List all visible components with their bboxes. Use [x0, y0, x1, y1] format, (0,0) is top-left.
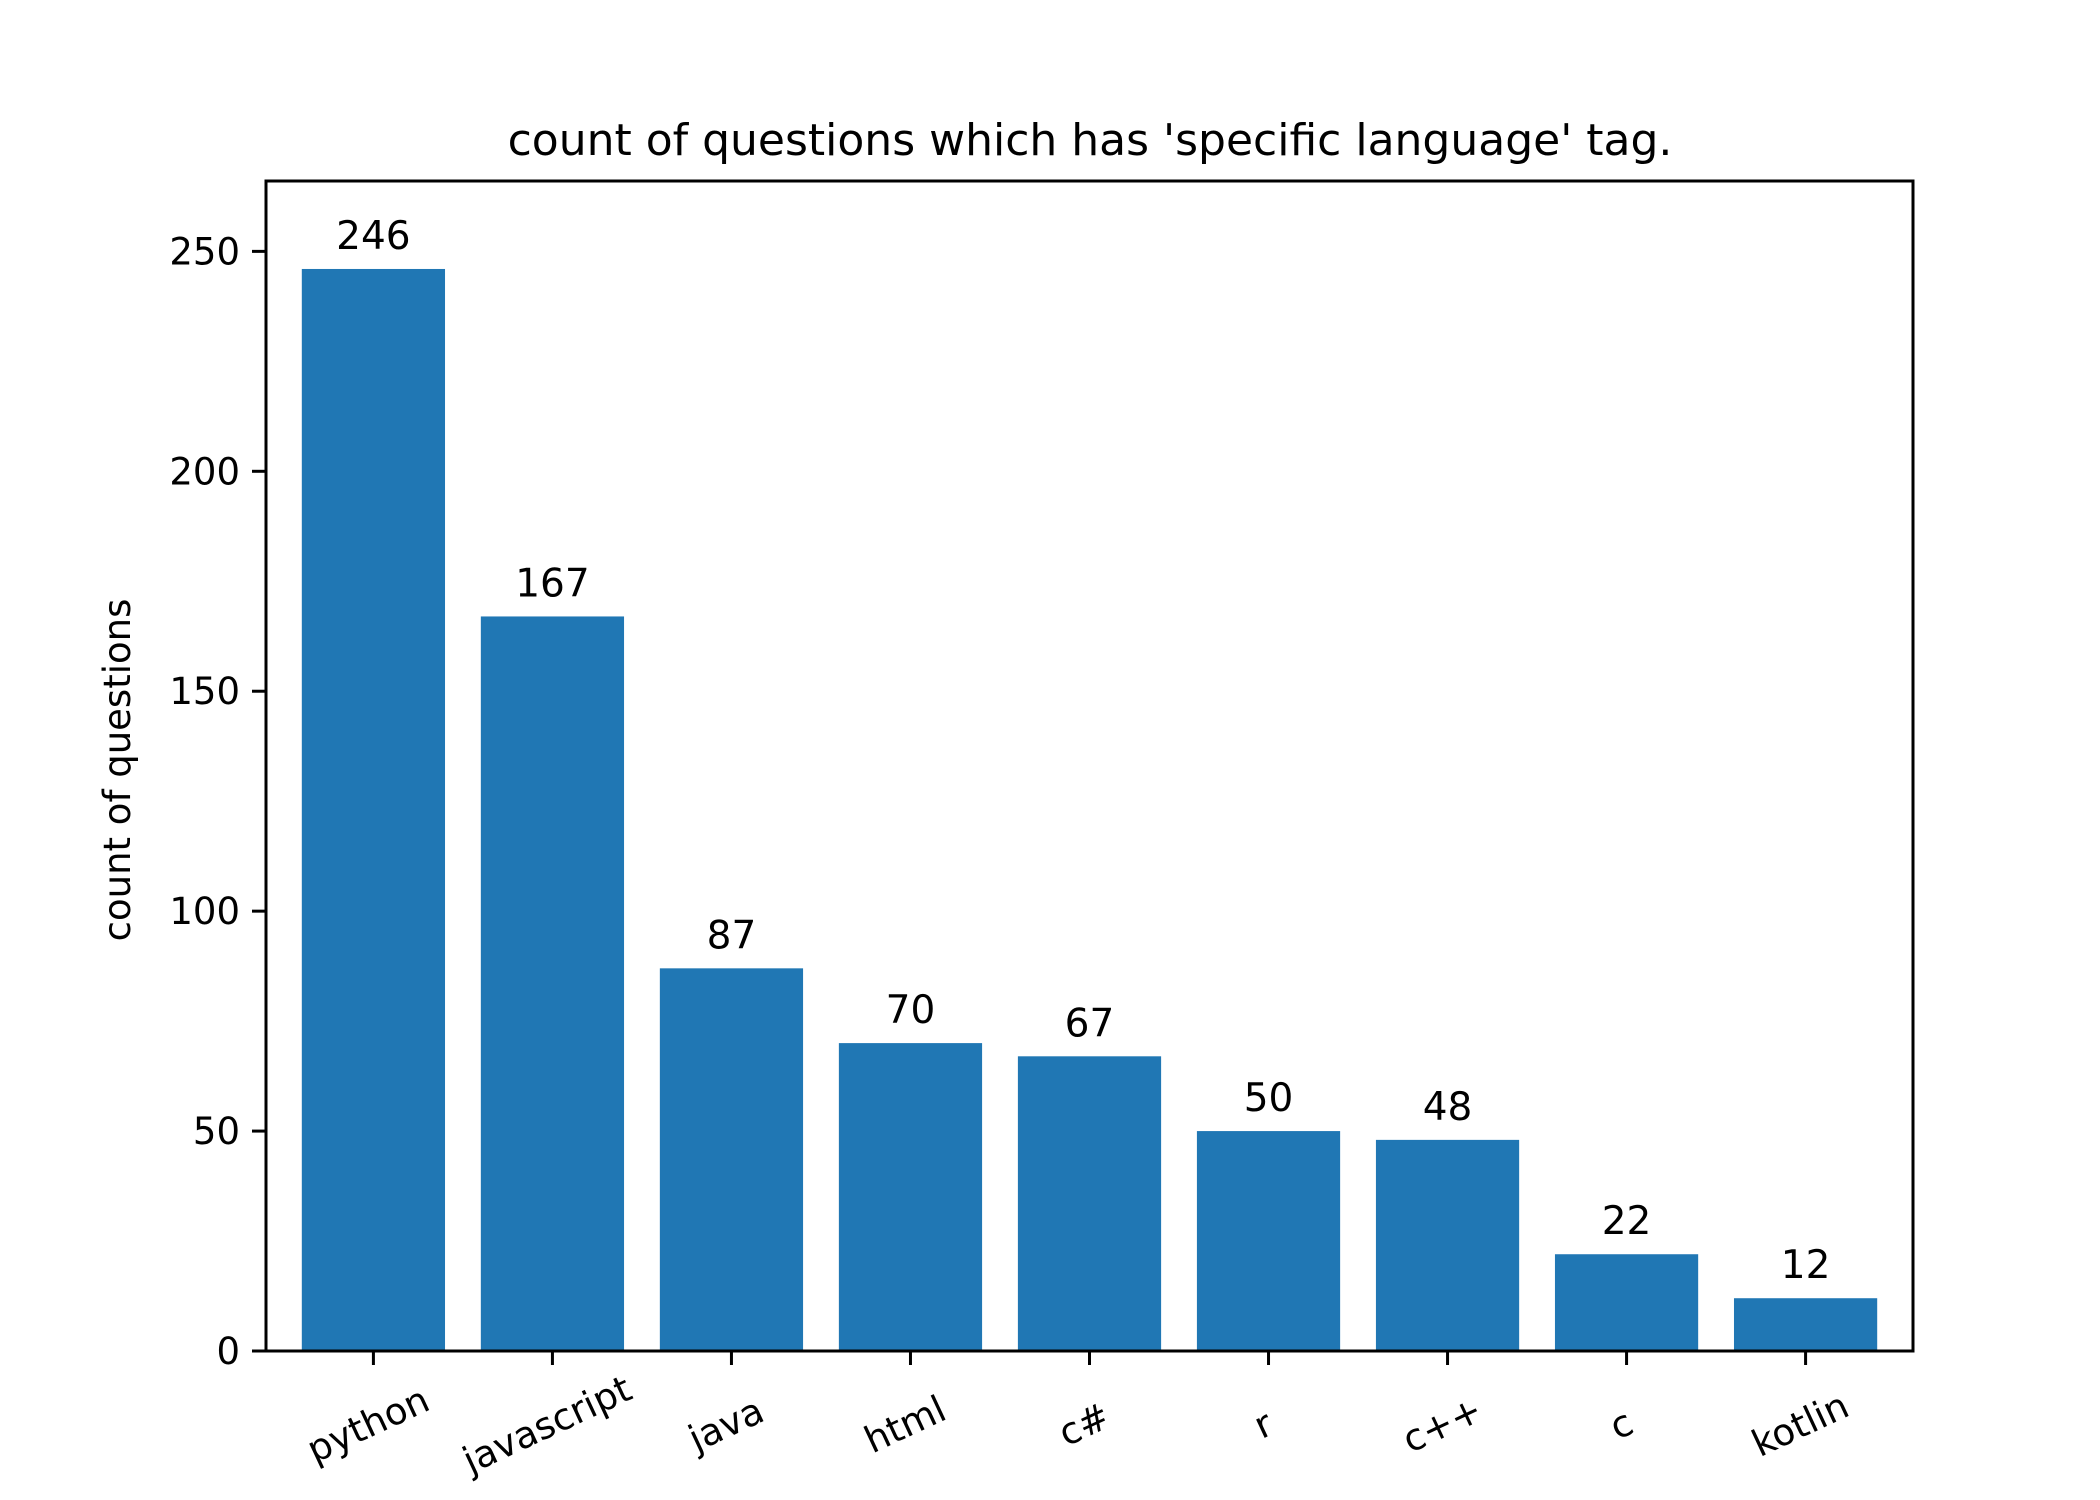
bar-value-label: 87 — [707, 913, 757, 958]
chart-title: count of questions which has 'specific l… — [508, 115, 1673, 166]
bar-labels-group: 246 167 87 70 67 50 48 22 12 — [336, 214, 1830, 1288]
bar-value-label: 12 — [1781, 1243, 1831, 1288]
bar-value-label: 70 — [886, 988, 936, 1033]
bars-group — [301, 268, 1878, 1351]
x-tick-label: c++ — [1396, 1388, 1489, 1462]
bar-r — [1196, 1131, 1341, 1351]
x-tick-label: r — [1247, 1402, 1280, 1448]
bar-c++ — [1375, 1139, 1520, 1351]
x-tick-label: javascript — [455, 1367, 638, 1483]
y-axis-ticks: 0 50 100 150 200 250 — [169, 230, 266, 1373]
x-tick-label: kotlin — [1745, 1384, 1855, 1466]
x-tick-label: html — [858, 1387, 953, 1462]
y-tick-label: 0 — [216, 1330, 240, 1373]
bar-c — [1554, 1254, 1699, 1351]
x-tick-label: c# — [1052, 1394, 1117, 1455]
bar-value-label: 67 — [1065, 1001, 1115, 1046]
bar-value-label: 167 — [515, 561, 589, 606]
plot-frame — [264, 179, 1915, 1353]
y-tick-label: 50 — [193, 1110, 240, 1153]
bar-kotlin — [1733, 1298, 1878, 1351]
y-axis-label: count of questions — [96, 599, 139, 942]
bar-html — [838, 1043, 983, 1351]
y-tick-label: 250 — [169, 230, 240, 273]
x-axis-ticks: python javascript java html c# r c++ c kotlin — [300, 1351, 1855, 1483]
bar-c# — [1017, 1056, 1162, 1351]
bar-javascript — [480, 616, 625, 1351]
bar-value-label: 246 — [336, 214, 410, 259]
bar-java — [659, 968, 804, 1351]
bar-value-label: 48 — [1423, 1085, 1473, 1130]
y-tick-label: 100 — [169, 890, 240, 933]
bar-value-label: 50 — [1244, 1076, 1294, 1121]
y-tick-label: 200 — [169, 450, 240, 493]
y-tick-label: 150 — [169, 670, 240, 713]
bar-python — [301, 268, 446, 1351]
x-tick-label: java — [681, 1389, 770, 1461]
x-tick-label: python — [300, 1378, 435, 1472]
x-tick-label: c — [1603, 1401, 1640, 1449]
bar-value-label: 22 — [1602, 1199, 1652, 1244]
